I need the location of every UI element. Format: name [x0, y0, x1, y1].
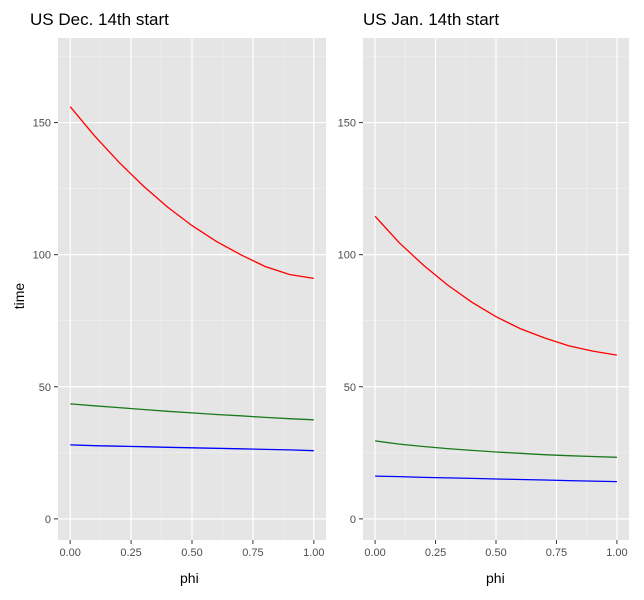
x-tick-label: 0.75	[242, 547, 263, 559]
y-tick-label: 0	[350, 514, 356, 526]
y-tick-label: 150	[338, 118, 356, 130]
x-axis-title-right: phi	[486, 570, 505, 586]
y-tick-label: 100	[338, 250, 356, 262]
series-line-left-2	[70, 444, 314, 452]
series-line-right-2	[375, 475, 617, 483]
x-tick-label: 1.00	[606, 547, 627, 559]
panel-title-right: US Jan. 14th start	[363, 10, 500, 29]
y-tick-label: 50	[344, 382, 356, 394]
series-line-right-1	[375, 440, 617, 458]
x-tick-label: 0.00	[59, 547, 80, 559]
y-tick-label: 150	[33, 118, 51, 130]
x-tick-label: 0.00	[364, 547, 385, 559]
x-tick-label: 1.00	[303, 547, 324, 559]
y-tick-label: 50	[39, 382, 51, 394]
x-axis-title-left: phi	[180, 570, 199, 586]
series-line-left-0	[69, 106, 314, 280]
y-tick-label: 100	[33, 250, 51, 262]
series-line-left-1	[70, 403, 314, 421]
x-tick-label: 0.50	[181, 547, 202, 559]
x-tick-label: 0.25	[120, 547, 141, 559]
x-tick-label: 0.75	[546, 547, 567, 559]
y-tick-label: 0	[45, 514, 51, 526]
panel-title-left: US Dec. 14th start	[30, 10, 169, 29]
series-line-right-0	[374, 215, 618, 356]
y-axis-title: time	[11, 282, 28, 310]
x-tick-label: 0.50	[485, 547, 506, 559]
x-tick-label: 0.25	[425, 547, 446, 559]
